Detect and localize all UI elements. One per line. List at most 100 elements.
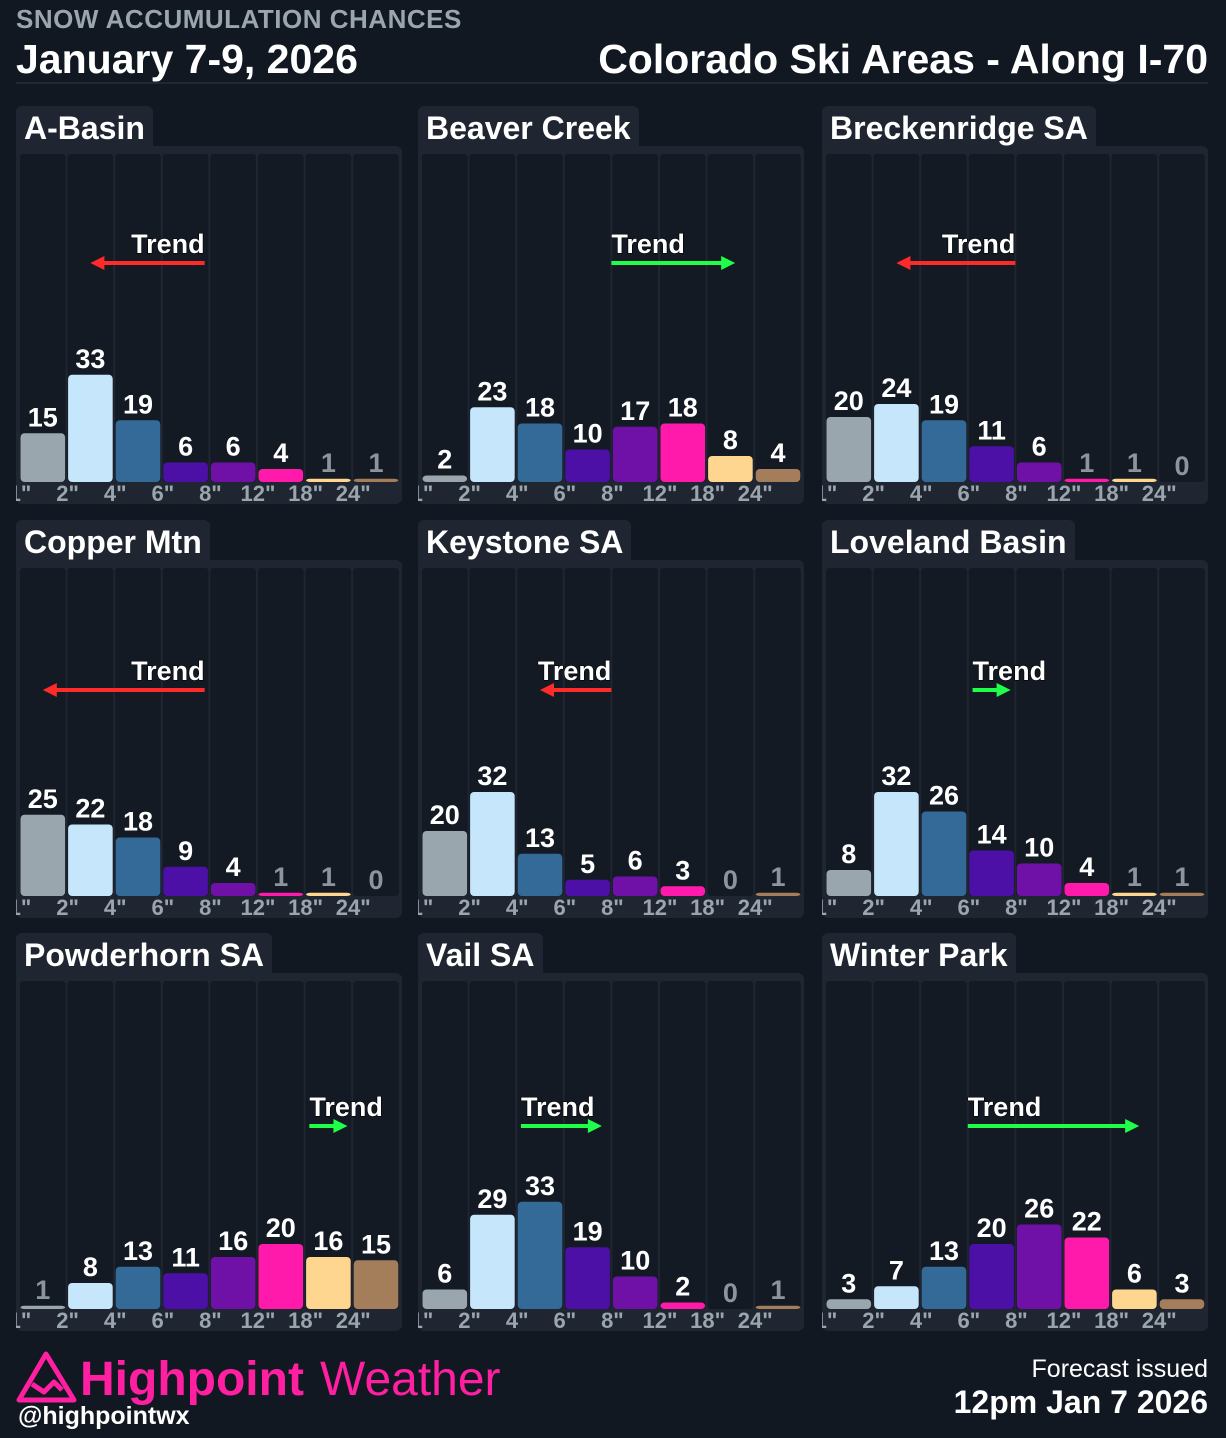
x-tick-label: 1" [822, 1308, 837, 1331]
bar-value-label: 0 [723, 1278, 738, 1308]
bar-chart: 251"222"184"96"48"112"118"024"Trend [16, 560, 402, 918]
bar [826, 1299, 872, 1309]
bar-value-label: 3 [841, 1268, 856, 1298]
x-tick-label: 4" [506, 481, 529, 504]
x-tick-label: 1" [16, 481, 31, 504]
bin-column [660, 568, 706, 896]
trend-indicator: Trend [537, 655, 612, 697]
bin-column [660, 154, 706, 482]
trend-arrow-head [540, 683, 554, 697]
bin-column [1111, 568, 1158, 896]
bar [353, 1260, 399, 1309]
bin-column [968, 981, 1015, 1309]
bar [1064, 883, 1110, 896]
bar-value-label: 6 [226, 432, 241, 462]
bar [660, 886, 706, 896]
x-tick-label: 18" [1094, 895, 1129, 918]
x-tick-label: 12" [1047, 481, 1082, 504]
bin-column [1016, 154, 1062, 482]
bin-column [968, 154, 1015, 482]
bin-column [115, 981, 161, 1309]
bar [969, 446, 1014, 482]
bin-column [873, 154, 920, 482]
trend-arrow-head [333, 1119, 348, 1133]
x-tick-label: 8" [601, 481, 624, 504]
brand-name-first: Highpoint [80, 1353, 304, 1406]
bar [874, 1286, 919, 1309]
bar [1159, 892, 1205, 896]
bar-value-label: 15 [28, 402, 58, 432]
x-tick-label: 6" [151, 895, 174, 918]
bin-column [305, 981, 352, 1309]
x-tick-label: 24" [336, 481, 371, 504]
bar [470, 1214, 515, 1309]
trend-arrow-head [996, 683, 1011, 697]
bar [755, 469, 801, 482]
bar-value-label: 1 [368, 448, 383, 478]
bar-chart: 201"242"194"116"68"112"118"024"Trend [822, 146, 1208, 504]
bar-value-label: 1 [321, 862, 336, 892]
bin-column [353, 568, 399, 896]
bar [755, 1305, 801, 1309]
bar-value-label: 6 [437, 1259, 452, 1289]
bar [470, 792, 515, 896]
bar [921, 1266, 967, 1309]
bar-value-label: 1 [1127, 862, 1142, 892]
bin-column [755, 981, 801, 1309]
bar [115, 1266, 161, 1309]
x-tick-label: 4" [910, 481, 933, 504]
panel-title: Vail SA [418, 933, 543, 977]
bin-column [422, 154, 468, 482]
x-tick-label: 18" [690, 1308, 725, 1331]
bar-chart: 20 1" 32 2" 13 4" 56" 68" 3 12" 018" 1 24" Trend [418, 560, 804, 918]
bin-column [1064, 568, 1110, 896]
trend-arrow-head [721, 256, 736, 270]
bar-value-label: 17 [620, 396, 650, 426]
x-tick-label: 6" [957, 481, 980, 504]
bar-value-label: 18 [668, 393, 698, 423]
bin-column [162, 981, 209, 1309]
bar-value-label: 16 [218, 1226, 248, 1256]
bin-column [422, 981, 468, 1309]
bar [1016, 863, 1062, 896]
bar [826, 417, 872, 482]
x-tick-label: 12" [1047, 895, 1082, 918]
bar [20, 433, 66, 482]
x-tick-label: 8" [1005, 481, 1028, 504]
trend-indicator: Trend [42, 655, 205, 697]
bin-column [1064, 981, 1110, 1309]
chart-panel: Breckenridge SA201"242"194"116"68"112"11… [822, 106, 1208, 504]
bar [517, 423, 563, 482]
x-tick-label: 24" [336, 1308, 371, 1331]
bar-value-label: 20 [430, 800, 460, 830]
x-tick-label: 6" [151, 1308, 174, 1331]
bar-value-label: 1 [1079, 448, 1094, 478]
trend-indicator: Trend [967, 1091, 1140, 1133]
x-tick-label: 12" [643, 895, 678, 918]
x-tick-label: 18" [1094, 481, 1129, 504]
bar-chart: 81"322"264"146"108"412"118"124"Trend [822, 560, 1208, 918]
panel-title: Keystone SA [418, 520, 632, 564]
trend-label: Trend [968, 1092, 1042, 1122]
x-tick-label: 6" [957, 895, 980, 918]
bar-value-label: 1 [273, 862, 288, 892]
brand-name-second: Weather [320, 1353, 501, 1406]
bar-value-label: 15 [361, 1229, 391, 1259]
bar [708, 456, 753, 482]
bin-column [1159, 568, 1205, 896]
bar-value-label: 16 [313, 1226, 343, 1256]
x-tick-label: 6" [957, 1308, 980, 1331]
bin-column [469, 154, 516, 482]
bar [612, 876, 658, 896]
bin-column [162, 568, 209, 896]
bar-value-label: 4 [1079, 852, 1094, 882]
x-tick-label: 1" [822, 481, 837, 504]
trend-indicator: Trend [611, 228, 736, 270]
bin-column [921, 154, 967, 482]
bar [969, 1244, 1014, 1309]
x-tick-label: 8" [199, 1308, 222, 1331]
bar [422, 1289, 468, 1309]
bar [422, 831, 468, 896]
x-tick-label: 8" [601, 895, 624, 918]
